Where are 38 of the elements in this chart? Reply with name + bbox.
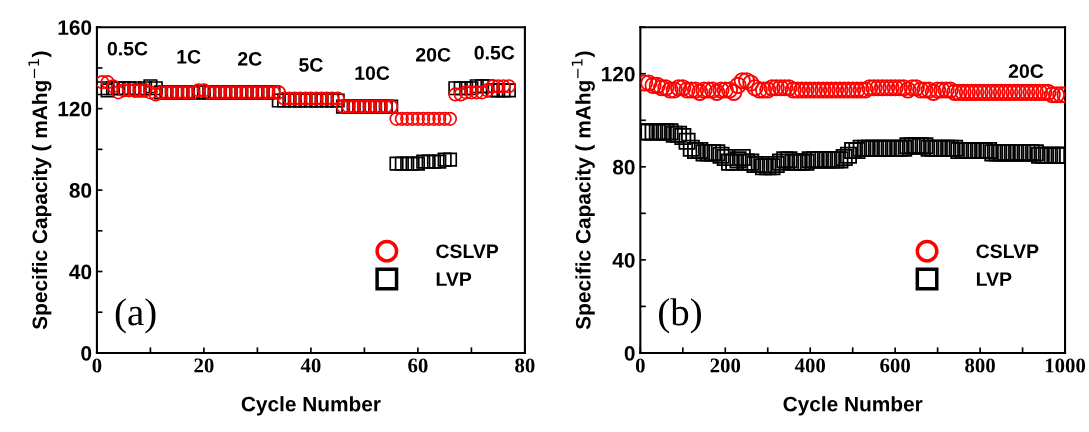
legend-label: CSLVP: [436, 244, 499, 259]
text: (a): [115, 298, 156, 334]
y-tick-label: 80: [69, 183, 92, 198]
x-axis-title: Cycle Number: [241, 396, 381, 416]
legend-label: LVP: [436, 272, 472, 286]
y-tick-label: 0: [624, 345, 635, 361]
annotation: 20C: [1008, 64, 1044, 79]
annotation: 1C: [177, 49, 201, 64]
annotation: 10C: [355, 66, 390, 80]
annotation: 0.5C: [474, 45, 515, 60]
x-tick-label: 800: [965, 358, 995, 373]
y-tick-label: 80: [612, 159, 635, 175]
annotation: 5C: [299, 58, 323, 72]
legend-label: CSLVP: [976, 244, 1039, 259]
x-tick-label: 60: [408, 358, 428, 373]
y-tick-label: 0: [81, 345, 92, 361]
annotation: 0.5C: [107, 41, 148, 56]
y-tick-label: 120: [58, 101, 92, 117]
x-tick-label: 0: [635, 358, 645, 373]
y-tick-label: 120: [602, 66, 635, 82]
x-tick-label: 80: [515, 358, 535, 373]
x-tick-label: 0: [92, 358, 102, 373]
text: (b): [659, 298, 701, 334]
x-tick-label: 200: [710, 358, 741, 373]
x-axis-title: Cycle Number: [783, 396, 923, 416]
annotation: 2C: [238, 51, 262, 66]
y-tick-label: 40: [69, 264, 92, 280]
legend-label: LVP: [976, 272, 1012, 286]
y-axis-title: Specific Capacity ( mAhg$^{−1}$): [571, 51, 595, 330]
y-axis-title: Specific Capacity ( mAhg$^{−1}$): [28, 51, 52, 330]
x-tick-label: 20: [194, 358, 214, 373]
x-tick-label: 400: [794, 358, 826, 373]
y-tick-label: 40: [612, 252, 635, 268]
annotation: 20C: [416, 47, 451, 62]
x-tick-label: 40: [300, 358, 321, 373]
y-tick-label: 160: [58, 20, 92, 35]
x-tick-label: 600: [880, 358, 910, 373]
x-tick-label: 1000: [1045, 358, 1086, 373]
